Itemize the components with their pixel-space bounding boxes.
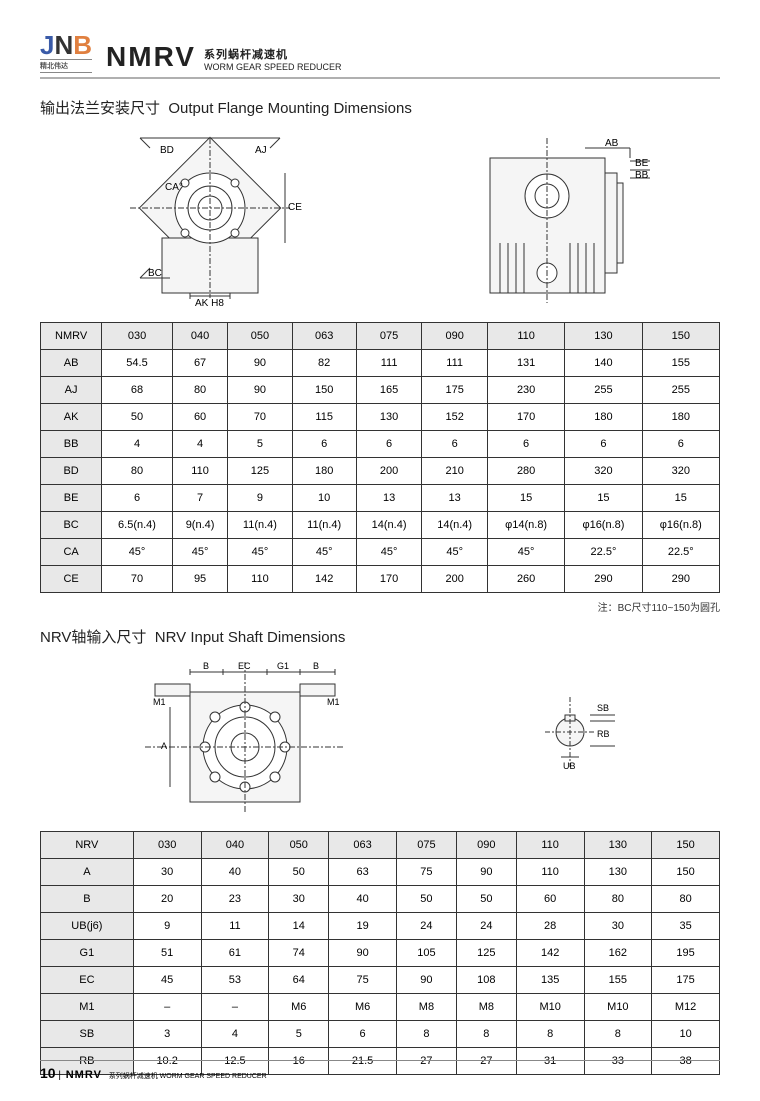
- table-row: BC6.5(n.4)9(n.4)11(n.4)11(n.4)14(n.4)14(…: [41, 512, 720, 539]
- svg-text:M1: M1: [153, 697, 166, 707]
- flange-side-diagram: AB BE BB: [430, 128, 670, 308]
- svg-text:AJ: AJ: [255, 145, 267, 156]
- col-header: 030: [102, 323, 173, 350]
- footer: 10 | NMRV 系列蜗杆减速机 WORM GEAR SPEED REDUCE…: [40, 1060, 720, 1081]
- svg-text:BB: BB: [635, 170, 649, 181]
- table-row: BE679101313151515: [41, 485, 720, 512]
- col-header: 075: [396, 832, 456, 859]
- shaft-front-diagram: B EC G1 B M1 M1 A: [115, 657, 375, 817]
- col-header: 040: [201, 832, 269, 859]
- col-header: 075: [356, 323, 422, 350]
- table1-note: 注：BC尺寸110~150为圆孔: [40, 599, 720, 614]
- col-header: 110: [487, 323, 564, 350]
- col-header: 063: [329, 832, 397, 859]
- svg-text:EC: EC: [238, 661, 251, 671]
- table-row: CA45°45°45°45°45°45°45°22.5°22.5°: [41, 539, 720, 566]
- col-header: 050: [269, 832, 329, 859]
- title-sub: 系列蜗杆减速机 WORM GEAR SPEED REDUCER: [204, 49, 342, 73]
- svg-text:BC: BC: [148, 268, 162, 279]
- svg-text:AB: AB: [605, 138, 619, 149]
- section1-title: 输出法兰安装尺寸 Output Flange Mounting Dimensio…: [40, 97, 720, 118]
- svg-text:RB: RB: [597, 729, 610, 739]
- table-row: M1––M6M6M8M8M10M10M12: [41, 994, 720, 1021]
- col-header: 150: [642, 323, 719, 350]
- diagrams-1: BD AJ CA° BC CE AK H8: [40, 128, 720, 308]
- col-header: 110: [516, 832, 584, 859]
- col-header: 150: [652, 832, 720, 859]
- col-header: 130: [565, 323, 642, 350]
- table-row: B202330405050608080: [41, 886, 720, 913]
- section2-title: NRV轴输入尺寸 NRV Input Shaft Dimensions: [40, 626, 720, 647]
- table-row: G151617490105125142162195: [41, 940, 720, 967]
- col-header: 050: [228, 323, 292, 350]
- table-nmrv: NMRV030040050063075090110130150 AB54.567…: [40, 322, 720, 593]
- svg-text:AK H8: AK H8: [195, 298, 224, 308]
- table-row: EC4553647590108135155175: [41, 967, 720, 994]
- flange-front-diagram: BD AJ CA° BC CE AK H8: [90, 128, 330, 308]
- table-nrv: NRV030040050063075090110130150 A30405063…: [40, 831, 720, 1075]
- svg-text:B: B: [203, 661, 209, 671]
- col-header: 090: [456, 832, 516, 859]
- svg-text:SB: SB: [597, 703, 609, 713]
- table-row: SB3456888810: [41, 1021, 720, 1048]
- svg-text:CE: CE: [288, 202, 302, 213]
- svg-text:BE: BE: [635, 158, 649, 169]
- table-row: BD80110125180200210280320320: [41, 458, 720, 485]
- table-row: AJ688090150165175230255255: [41, 377, 720, 404]
- svg-text:A: A: [161, 741, 167, 751]
- table-row: AB54.5679082111111131140155: [41, 350, 720, 377]
- table-row: BB445666666: [41, 431, 720, 458]
- page-header: JNB 精北伟达 NMRV 系列蜗杆减速机 WORM GEAR SPEED RE…: [40, 30, 720, 79]
- table-row: CE7095110142170200260290290: [41, 566, 720, 593]
- svg-text:UB: UB: [563, 761, 576, 771]
- col-header: NMRV: [41, 323, 102, 350]
- title-main: NMRV: [106, 41, 196, 73]
- title-block: NMRV 系列蜗杆减速机 WORM GEAR SPEED REDUCER: [106, 41, 341, 73]
- diagrams-2: B EC G1 B M1 M1 A SB RB UB: [40, 657, 720, 817]
- svg-text:CA°: CA°: [165, 182, 183, 193]
- col-header: 030: [133, 832, 201, 859]
- col-header: 130: [584, 832, 652, 859]
- table-row: UB(j6)91114192424283035: [41, 913, 720, 940]
- col-header: 063: [292, 323, 356, 350]
- shaft-side-diagram: SB RB UB: [525, 657, 645, 817]
- table-row: AK506070115130152170180180: [41, 404, 720, 431]
- svg-text:B: B: [313, 661, 319, 671]
- col-header: NRV: [41, 832, 134, 859]
- col-header: 090: [422, 323, 488, 350]
- logo: JNB 精北伟达: [40, 30, 92, 73]
- svg-text:G1: G1: [277, 661, 289, 671]
- svg-text:M1: M1: [327, 697, 340, 707]
- table-row: A304050637590110130150: [41, 859, 720, 886]
- col-header: 040: [172, 323, 228, 350]
- svg-text:BD: BD: [160, 145, 174, 156]
